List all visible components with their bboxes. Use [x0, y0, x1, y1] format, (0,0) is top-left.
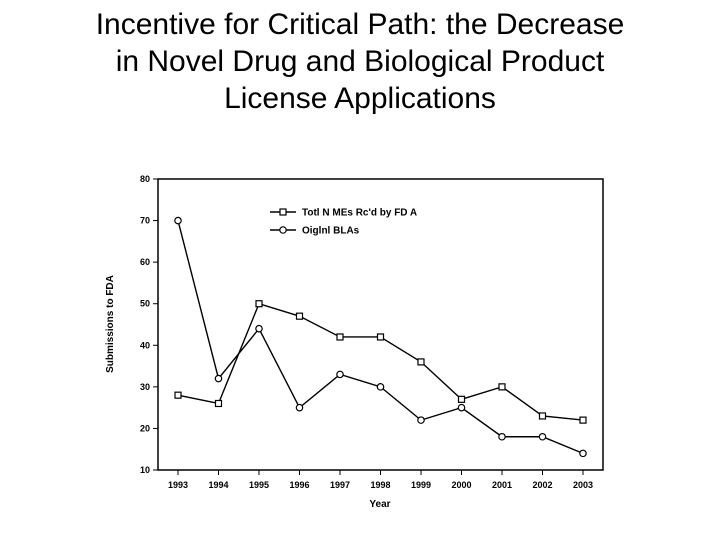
data-point-circle — [417, 416, 425, 424]
data-point-square — [376, 333, 385, 341]
data-point-circle — [295, 403, 304, 412]
title-line-2: in Novel Drug and Biological Product — [115, 45, 605, 78]
data-point-circle — [457, 403, 466, 412]
legend-marker — [279, 208, 287, 216]
x-axis: 1993 1994 1995 1996 1997 1998 1999 2000 2001 2002… — [168, 470, 593, 490]
y-tick-label: 10 — [140, 465, 150, 475]
data-point-circle — [538, 432, 547, 441]
data-point-square — [538, 412, 547, 420]
x-tick-label: 2002 — [532, 480, 552, 490]
title-line-3: License Applications — [224, 82, 496, 115]
data-point-square — [214, 399, 223, 408]
data-point-square — [457, 395, 466, 403]
y-tick-label: 40 — [140, 340, 150, 350]
data-point-circle — [579, 449, 587, 458]
x-tick-label: 1997 — [330, 480, 350, 490]
title-line-1: Incentive for Critical Path: the Decreas… — [95, 8, 625, 41]
data-point-circle — [336, 370, 344, 379]
x-tick-label: 1999 — [411, 480, 431, 490]
y-tick-label: 30 — [140, 382, 150, 392]
data-point-square — [417, 358, 425, 366]
legend-label: Totl N MEs Rc'd by FD A — [302, 208, 417, 219]
series-1-line — [177, 302, 584, 421]
data-point-square — [498, 383, 506, 391]
data-point-circle — [214, 374, 223, 383]
x-tick-label: 1994 — [208, 480, 228, 490]
y-tick-label: 50 — [140, 299, 150, 309]
slide-title: Incentive for Critical Path: the Decreas… — [0, 6, 720, 117]
data-point-square — [579, 416, 587, 424]
y-tick-label: 80 — [140, 174, 150, 184]
data-point-circle — [255, 324, 263, 333]
x-tick-label: 1995 — [249, 480, 269, 490]
legend-background — [266, 203, 442, 239]
x-tick-label: 1996 — [289, 480, 309, 490]
x-tick-label: 2003 — [573, 480, 593, 490]
data-point-square — [336, 333, 344, 341]
data-point-circle — [174, 216, 182, 225]
x-tick-label: 2000 — [451, 480, 471, 490]
legend-item-2: Oiglnl BLAs — [270, 226, 360, 237]
series-layer — [174, 216, 587, 458]
data-point-circle — [376, 383, 385, 391]
legend-marker — [279, 226, 287, 234]
data-point-square — [255, 300, 263, 308]
legend-item-1: Totl N MEs Rc'd by FD A — [270, 208, 417, 219]
y-tick-label: 60 — [140, 257, 150, 267]
data-point-circle — [498, 432, 506, 441]
legend-label: Oiglnl BLAs — [302, 226, 360, 237]
x-tick-label: 2001 — [492, 480, 512, 490]
series-2 — [174, 216, 587, 458]
x-tick-label: 1993 — [168, 480, 188, 490]
y-tick-label: 20 — [140, 423, 150, 433]
x-tick-label: 1998 — [370, 480, 390, 490]
y-tick-label: 70 — [140, 216, 150, 226]
data-point-square — [174, 391, 182, 399]
legend: Totl N MEs Rc'd by FD A Oiglnl BLAs — [266, 203, 442, 239]
y-axis-label: Submissions to FDA — [105, 275, 116, 373]
x-axis-label: Year — [369, 499, 390, 510]
series-1 — [174, 300, 587, 424]
data-point-square — [295, 312, 304, 320]
y-axis: 10 20 30 40 50 60 70 80 — [140, 174, 158, 475]
